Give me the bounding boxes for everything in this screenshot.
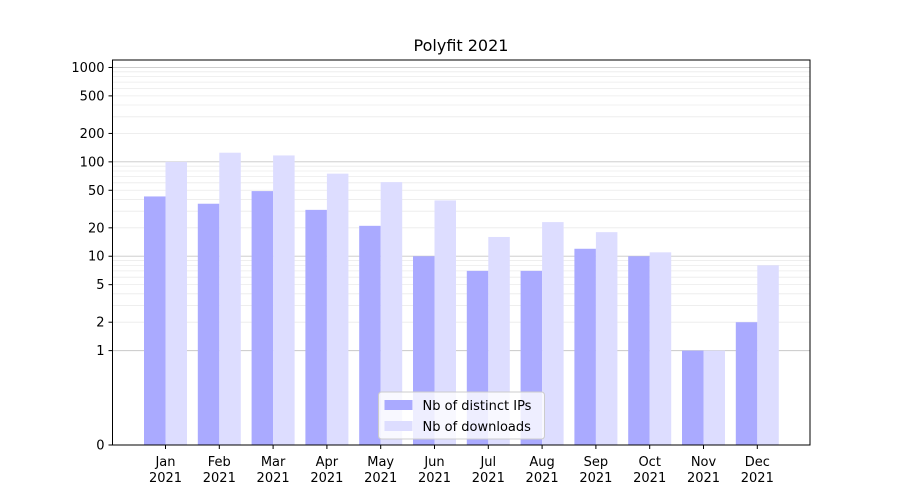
x-tick-label: Sep — [584, 455, 609, 470]
bar-distinct-ips — [251, 191, 274, 445]
bar-distinct-ips — [682, 350, 704, 445]
bar-distinct-ips — [574, 248, 596, 445]
x-tick-label: Apr — [316, 455, 339, 470]
bar-distinct-ips — [305, 209, 327, 445]
x-tick-label: 2021 — [418, 471, 451, 486]
x-tick-label: 2021 — [472, 471, 505, 486]
legend: Nb of distinct IPs Nb of downloads — [378, 391, 545, 440]
x-tick-label: 2021 — [149, 471, 182, 486]
plot-frame — [112, 59, 811, 446]
y-tick-label: 500 — [80, 89, 105, 104]
x-tick-label: 2021 — [579, 471, 612, 486]
y-axis: 0 1 2 5 10 20 50 100 200 500 1000 — [71, 61, 113, 454]
x-tick-label: Jan — [154, 455, 175, 470]
y-tick-label: 1 — [96, 344, 104, 359]
x-tick-label: Oct — [638, 455, 660, 470]
x-tick-label: Nov — [691, 455, 717, 470]
bar-distinct-ips — [359, 225, 381, 445]
y-tick-label: 20 — [88, 221, 105, 236]
bar-downloads — [273, 155, 295, 446]
chart-title: Polyfit 2021 — [414, 36, 509, 55]
y-tick-label: 2 — [96, 316, 104, 331]
x-tick-label: 2021 — [310, 471, 343, 486]
x-tick-label: 2021 — [633, 471, 666, 486]
x-tick-label: Mar — [261, 455, 286, 470]
y-tick-label: 10 — [88, 250, 105, 265]
bar-downloads — [757, 265, 779, 445]
x-tick-label: Dec — [745, 455, 770, 470]
x-tick-label: May — [367, 455, 394, 470]
y-tick-label: 200 — [80, 127, 105, 142]
bar-downloads — [434, 200, 456, 445]
x-tick-label: Jun — [423, 455, 444, 470]
bar-downloads — [649, 252, 672, 445]
x-tick-label: 2021 — [526, 471, 559, 486]
bar-downloads — [542, 222, 564, 445]
x-tick-label: 2021 — [364, 471, 397, 486]
bar-downloads — [595, 232, 618, 445]
legend-box — [378, 391, 545, 440]
x-axis: Jan2021Feb2021Mar2021Apr2021May2021Jun20… — [149, 445, 774, 486]
bar-distinct-ips — [144, 196, 166, 445]
legend-label: Nb of downloads — [423, 420, 532, 435]
bar-downloads — [703, 350, 725, 445]
bar-downloads — [380, 182, 403, 445]
bar-downloads — [326, 173, 349, 446]
legend-swatch — [384, 400, 413, 410]
x-tick-label: Feb — [208, 455, 231, 470]
bar-distinct-ips — [628, 256, 650, 445]
x-tick-label: Aug — [529, 455, 554, 470]
bar-distinct-ips — [197, 203, 220, 445]
x-tick-label: 2021 — [257, 471, 290, 486]
bar-downloads — [219, 152, 241, 445]
x-tick-label: Jul — [479, 455, 496, 470]
y-tick-label: 5 — [96, 278, 104, 293]
x-tick-label: 2021 — [687, 471, 720, 486]
x-tick-label: 2021 — [203, 471, 236, 486]
legend-swatch — [384, 421, 413, 431]
x-tick-label: 2021 — [741, 471, 774, 486]
bar-distinct-ips — [735, 322, 758, 445]
legend-label: Nb of distinct IPs — [423, 399, 532, 414]
y-tick-label: 50 — [88, 184, 105, 199]
y-tick-label: 0 — [96, 439, 104, 454]
y-tick-label: 1000 — [71, 61, 104, 76]
y-tick-label: 100 — [80, 155, 105, 170]
bar-downloads — [165, 161, 187, 445]
